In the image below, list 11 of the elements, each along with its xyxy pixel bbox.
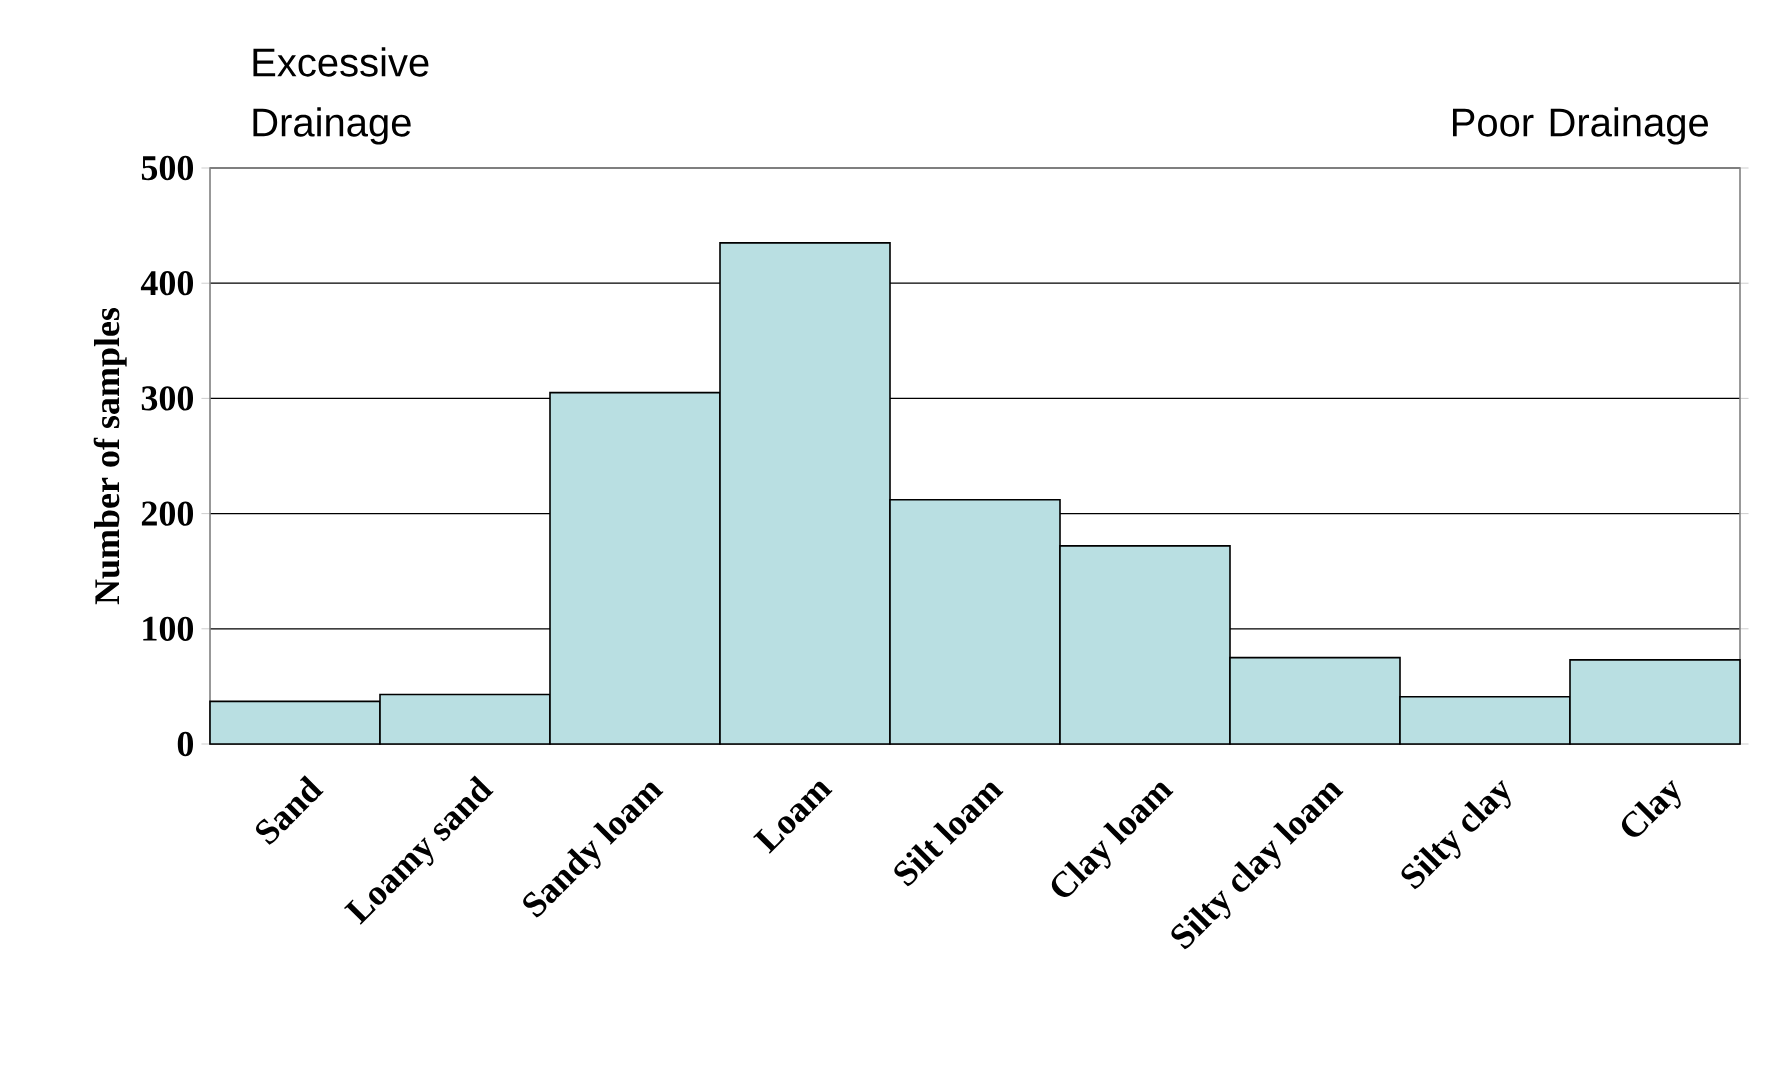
y-tick-label: 500 (141, 155, 194, 181)
x-tick-label: Silty clay (1401, 780, 1511, 890)
y-tick-label: 300 (141, 386, 194, 411)
text: Poor Drainage (1452, 107, 1708, 145)
y-tick-label: 100 (143, 616, 194, 641)
y-tick-label: 0 (177, 731, 194, 757)
y-tick-label: 200 (141, 501, 194, 526)
y-tick-label: 400 (140, 271, 194, 296)
text: Excessive Drainage (253, 47, 429, 145)
x-tick-label: Clay (1621, 780, 1681, 837)
y-axis-title: Number of samples (93, 307, 127, 605)
